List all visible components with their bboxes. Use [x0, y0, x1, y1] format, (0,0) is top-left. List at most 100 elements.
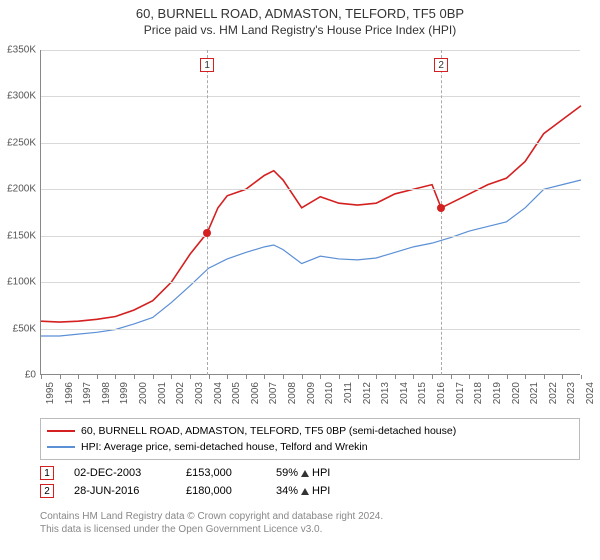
- x-tick-mark: [339, 375, 340, 379]
- y-tick-label: £200K: [0, 184, 36, 195]
- x-tick-mark: [488, 375, 489, 379]
- x-tick-label: 2003: [194, 378, 205, 404]
- x-tick-label: 1995: [45, 378, 56, 404]
- x-tick-label: 2001: [157, 378, 168, 404]
- x-tick-mark: [320, 375, 321, 379]
- x-tick-label: 2011: [343, 378, 354, 404]
- x-tick-mark: [190, 375, 191, 379]
- event-price: £153,000: [186, 467, 256, 479]
- series-price-paid: [41, 106, 581, 322]
- x-tick-mark: [469, 375, 470, 379]
- legend-row-hpi: HPI: Average price, semi-detached house,…: [47, 439, 573, 455]
- event-dot: [437, 204, 445, 212]
- event-dot: [203, 229, 211, 237]
- arrow-up-icon: [301, 470, 309, 477]
- y-tick-label: £100K: [0, 277, 36, 288]
- y-tick-label: £0: [0, 370, 36, 381]
- x-tick-mark: [395, 375, 396, 379]
- y-tick-label: £250K: [0, 137, 36, 148]
- x-tick-mark: [78, 375, 79, 379]
- x-tick-label: 2013: [380, 378, 391, 404]
- x-tick-mark: [41, 375, 42, 379]
- chart-subtitle: Price paid vs. HM Land Registry's House …: [0, 23, 600, 37]
- x-tick-label: 2016: [436, 378, 447, 404]
- event-delta: 59% HPI: [276, 467, 330, 479]
- x-tick-mark: [581, 375, 582, 379]
- gridline: [41, 282, 580, 283]
- x-tick-mark: [227, 375, 228, 379]
- x-tick-label: 2005: [231, 378, 242, 404]
- y-tick-label: £300K: [0, 91, 36, 102]
- x-tick-label: 2004: [213, 378, 224, 404]
- gridline: [41, 236, 580, 237]
- gridline: [41, 96, 580, 97]
- x-tick-mark: [60, 375, 61, 379]
- event-price: £180,000: [186, 485, 256, 497]
- x-tick-mark: [153, 375, 154, 379]
- x-tick-mark: [209, 375, 210, 379]
- series-hpi: [41, 180, 581, 336]
- x-tick-label: 1997: [82, 378, 93, 404]
- events-table: 1 02-DEC-2003 £153,000 59% HPI 2 28-JUN-…: [40, 462, 580, 502]
- x-tick-mark: [525, 375, 526, 379]
- gridline: [41, 50, 580, 51]
- x-tick-mark: [432, 375, 433, 379]
- event-delta-vs: HPI: [312, 485, 330, 497]
- event-delta-vs: HPI: [312, 467, 330, 479]
- x-tick-label: 2012: [362, 378, 373, 404]
- event-delta-value: 59%: [276, 467, 298, 479]
- gridline: [41, 329, 580, 330]
- x-tick-mark: [264, 375, 265, 379]
- event-vline: [207, 50, 208, 375]
- x-tick-label: 2020: [511, 378, 522, 404]
- footer-line: Contains HM Land Registry data © Crown c…: [40, 510, 580, 523]
- event-marker-box: 1: [200, 58, 214, 72]
- x-tick-label: 2010: [324, 378, 335, 404]
- footer: Contains HM Land Registry data © Crown c…: [40, 510, 580, 536]
- x-tick-mark: [134, 375, 135, 379]
- event-vline: [441, 50, 442, 375]
- x-tick-mark: [246, 375, 247, 379]
- footer-line: This data is licensed under the Open Gov…: [40, 523, 580, 536]
- x-tick-mark: [97, 375, 98, 379]
- legend-label: 60, BURNELL ROAD, ADMASTON, TELFORD, TF5…: [81, 423, 456, 439]
- x-tick-label: 2000: [138, 378, 149, 404]
- x-tick-mark: [358, 375, 359, 379]
- x-tick-label: 2014: [399, 378, 410, 404]
- y-tick-label: £50K: [0, 323, 36, 334]
- legend-swatch: [47, 446, 75, 448]
- chart-container: 60, BURNELL ROAD, ADMASTON, TELFORD, TF5…: [0, 0, 600, 560]
- event-marker-box: 2: [434, 58, 448, 72]
- x-tick-mark: [413, 375, 414, 379]
- x-tick-label: 2008: [287, 378, 298, 404]
- event-delta-value: 34%: [276, 485, 298, 497]
- x-tick-label: 2019: [492, 378, 503, 404]
- x-tick-mark: [115, 375, 116, 379]
- x-tick-label: 1996: [64, 378, 75, 404]
- x-tick-mark: [544, 375, 545, 379]
- x-tick-mark: [562, 375, 563, 379]
- x-tick-label: 2015: [417, 378, 428, 404]
- event-marker-icon: 2: [40, 484, 54, 498]
- plot-area: £0£50K£100K£150K£200K£250K£300K£350K1995…: [40, 50, 580, 375]
- x-tick-mark: [302, 375, 303, 379]
- x-tick-label: 1998: [101, 378, 112, 404]
- x-tick-label: 2022: [548, 378, 559, 404]
- x-tick-mark: [376, 375, 377, 379]
- x-tick-label: 2017: [455, 378, 466, 404]
- x-tick-label: 2007: [268, 378, 279, 404]
- gridline: [41, 143, 580, 144]
- arrow-up-icon: [301, 488, 309, 495]
- legend: 60, BURNELL ROAD, ADMASTON, TELFORD, TF5…: [40, 418, 580, 460]
- event-date: 28-JUN-2016: [74, 485, 166, 497]
- event-date: 02-DEC-2003: [74, 467, 166, 479]
- x-tick-mark: [171, 375, 172, 379]
- event-row: 2 28-JUN-2016 £180,000 34% HPI: [40, 484, 580, 498]
- x-tick-label: 1999: [119, 378, 130, 404]
- x-tick-mark: [283, 375, 284, 379]
- x-tick-label: 2023: [566, 378, 577, 404]
- chart-title: 60, BURNELL ROAD, ADMASTON, TELFORD, TF5…: [0, 6, 600, 21]
- x-tick-label: 2021: [529, 378, 540, 404]
- legend-label: HPI: Average price, semi-detached house,…: [81, 439, 368, 455]
- event-marker-icon: 1: [40, 466, 54, 480]
